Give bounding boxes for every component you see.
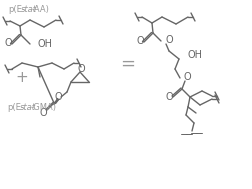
Text: O: O (54, 92, 62, 102)
Text: -AA): -AA) (32, 5, 50, 14)
Text: =: = (120, 55, 136, 73)
Text: O: O (4, 38, 12, 48)
Text: OH: OH (187, 50, 202, 60)
Text: stat: stat (20, 103, 36, 112)
Text: O: O (165, 35, 173, 45)
Text: p(E-: p(E- (8, 5, 25, 14)
Text: stat: stat (21, 5, 37, 14)
Text: O: O (39, 108, 47, 118)
Text: p(E-: p(E- (7, 103, 24, 112)
Text: O: O (165, 92, 173, 102)
Text: +: + (16, 70, 28, 85)
Text: O: O (77, 64, 85, 74)
Text: O: O (136, 36, 144, 46)
Text: OH: OH (37, 39, 52, 49)
Text: O: O (184, 72, 192, 82)
Text: -GMA): -GMA) (31, 103, 57, 112)
